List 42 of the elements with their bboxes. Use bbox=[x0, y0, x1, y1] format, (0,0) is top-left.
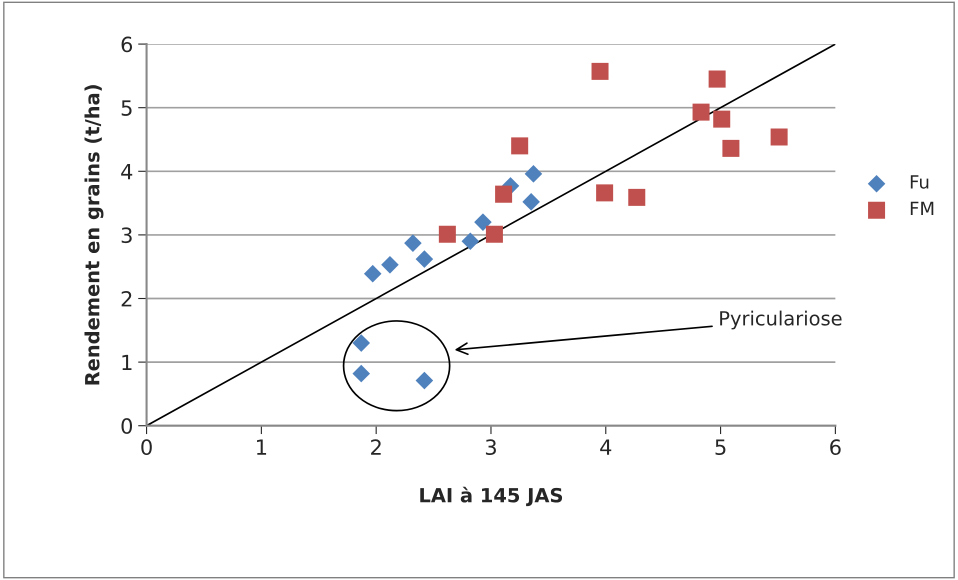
point bbox=[708, 70, 726, 88]
x-tick-label: 5 bbox=[716, 440, 726, 456]
x-tick-label: 4 bbox=[600, 440, 612, 455]
point bbox=[511, 137, 528, 154]
point bbox=[404, 234, 422, 252]
y-tick-label: 4 bbox=[121, 164, 132, 180]
x-tick-label: 1 bbox=[257, 440, 266, 455]
point bbox=[438, 226, 456, 243]
point bbox=[722, 140, 740, 157]
point bbox=[495, 186, 512, 203]
point bbox=[364, 264, 382, 282]
y-axis-title: Rendement en grains (t/ha) bbox=[84, 85, 104, 385]
point bbox=[592, 62, 609, 80]
point bbox=[596, 184, 614, 202]
point bbox=[474, 213, 492, 231]
y-tick-label: 5 bbox=[122, 100, 132, 116]
point bbox=[352, 364, 370, 382]
y-tick-label: 0 bbox=[122, 418, 132, 434]
point bbox=[416, 250, 434, 268]
point bbox=[713, 110, 730, 128]
point bbox=[770, 128, 788, 146]
y-tick-label: 2 bbox=[122, 290, 132, 306]
y-tick-label: 1 bbox=[122, 354, 132, 370]
point bbox=[352, 334, 370, 352]
annotation: Pyriculariose bbox=[720, 310, 842, 330]
legend-label: Fu bbox=[910, 175, 928, 189]
y-tick-label: 3 bbox=[122, 227, 132, 244]
legend-label: FM bbox=[910, 202, 934, 215]
x-tick-label: 3 bbox=[486, 439, 496, 456]
x-tick-label: 6 bbox=[830, 439, 841, 456]
point bbox=[628, 188, 646, 206]
x-tick-label: 0 bbox=[141, 439, 152, 456]
x-tick-label: 2 bbox=[371, 439, 381, 455]
x-axis-title: LAI à 145 JAS bbox=[420, 486, 562, 506]
point bbox=[381, 256, 399, 274]
y-tick-label: 6 bbox=[122, 36, 132, 52]
point bbox=[522, 193, 540, 211]
point bbox=[416, 372, 434, 390]
point bbox=[486, 226, 503, 243]
point bbox=[462, 232, 480, 250]
point bbox=[524, 165, 542, 183]
point bbox=[692, 104, 710, 121]
